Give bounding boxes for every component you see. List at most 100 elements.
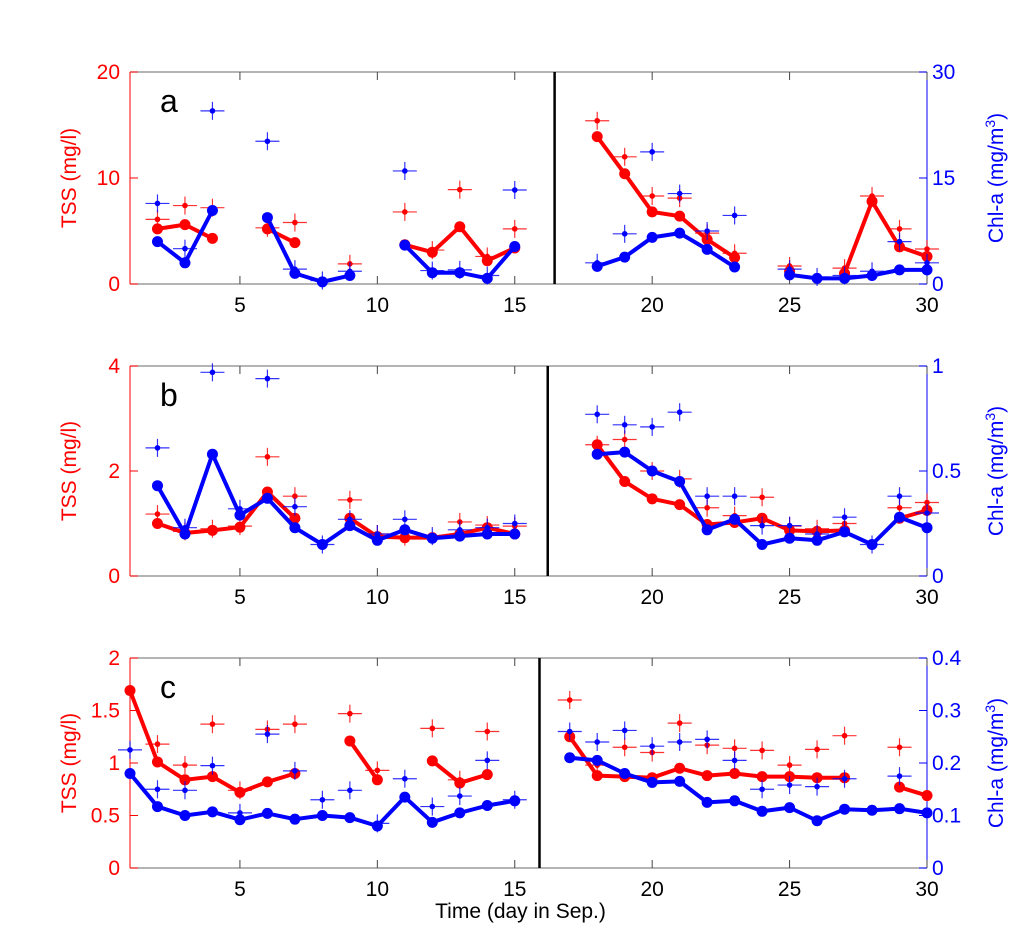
model-point [591,131,603,143]
model-point [151,223,163,235]
observation-cross [475,266,500,285]
model-point [701,796,713,808]
observation-point [209,762,216,769]
observation-point [869,268,875,275]
observation-point [182,524,188,531]
observation-point [292,493,298,500]
observation-cross [365,525,390,543]
observation-point [594,411,601,418]
observation-point [759,747,765,754]
model-point [619,251,631,263]
left-y-tick-label: 0 [108,857,120,880]
model-point [179,257,191,269]
observation-cross [612,721,637,740]
observation-point [402,168,408,174]
model-point [729,513,741,525]
observation-point [731,757,738,764]
series-right-cross [145,101,939,290]
observation-cross [420,797,445,816]
observation-cross [750,741,775,760]
observation-cross [392,769,417,788]
observation-point [511,520,518,527]
observation-point [924,260,930,266]
observation-point [841,514,848,520]
observation-point [759,522,765,529]
observation-cross [832,769,857,788]
observation-point [209,108,216,114]
model-point [564,752,576,764]
model-point [756,771,768,783]
observation-point [621,744,628,751]
panel-letter: c [160,669,176,705]
observation-cross [310,271,335,290]
observation-point [814,783,820,790]
observation-cross [392,510,417,529]
observation-point [621,727,628,734]
observation-cross [722,751,747,770]
observation-cross [585,405,610,424]
observation-cross [475,722,500,741]
observation-cross [777,516,802,535]
observation-cross [282,213,307,232]
right-y-axis-label: Chl-a (mg/m3) [982,113,1008,243]
observation-point [841,732,848,739]
observation-cross [832,266,857,285]
observation-cross [255,447,280,466]
observation-cross [145,505,170,524]
right-y-axis-label-text: Chl-a (mg/m [985,421,1008,537]
observation-point [649,424,655,430]
observation-point [429,267,436,274]
observation-point [292,266,298,272]
series-left-line [151,131,933,279]
model-point [179,219,191,231]
observation-cross [832,508,857,527]
observation-cross [255,369,280,388]
model-point [179,810,191,821]
observation-cross [612,147,637,166]
observation-point [456,777,463,783]
observation-cross [365,761,390,780]
observation-cross [337,262,362,281]
observation-cross [557,722,582,741]
observation-cross [667,184,692,203]
observation-cross [310,535,335,554]
model-point [729,261,741,273]
observation-cross [145,780,170,799]
observation-point [292,219,298,226]
observation-point [786,522,793,529]
model-point [591,770,603,782]
observation-point [786,266,793,272]
observation-point [456,267,463,273]
panel-letter: b [160,377,178,413]
observation-point [676,739,683,745]
model-point [784,802,796,814]
observation-cross [420,719,445,738]
observation-point [896,493,903,500]
observation-cross [145,210,170,229]
observation-cross [860,187,885,206]
x-tick-label: 10 [366,878,389,901]
right-y-tick-label: 0 [932,273,944,296]
observation-point [347,710,353,717]
observation-point [841,775,848,782]
observation-cross [282,497,307,516]
observation-point [484,253,491,260]
x-tick-label: 5 [234,586,246,609]
right-y-tick-label: 1 [932,355,944,378]
observation-point [264,225,271,231]
model-point [674,499,686,511]
x-tick-label: 5 [234,294,246,317]
observation-cross [447,260,472,279]
model-point [261,492,273,504]
observation-cross [805,267,830,286]
observation-cross [777,756,802,775]
observation-cross [200,363,225,382]
x-tick-label: 25 [778,586,801,609]
observation-cross [337,490,362,509]
observation-point [456,527,463,533]
model-point [261,776,273,788]
right-y-tick-label: 0.4 [932,647,962,670]
observation-cross [695,222,720,240]
observation-point [347,268,353,275]
